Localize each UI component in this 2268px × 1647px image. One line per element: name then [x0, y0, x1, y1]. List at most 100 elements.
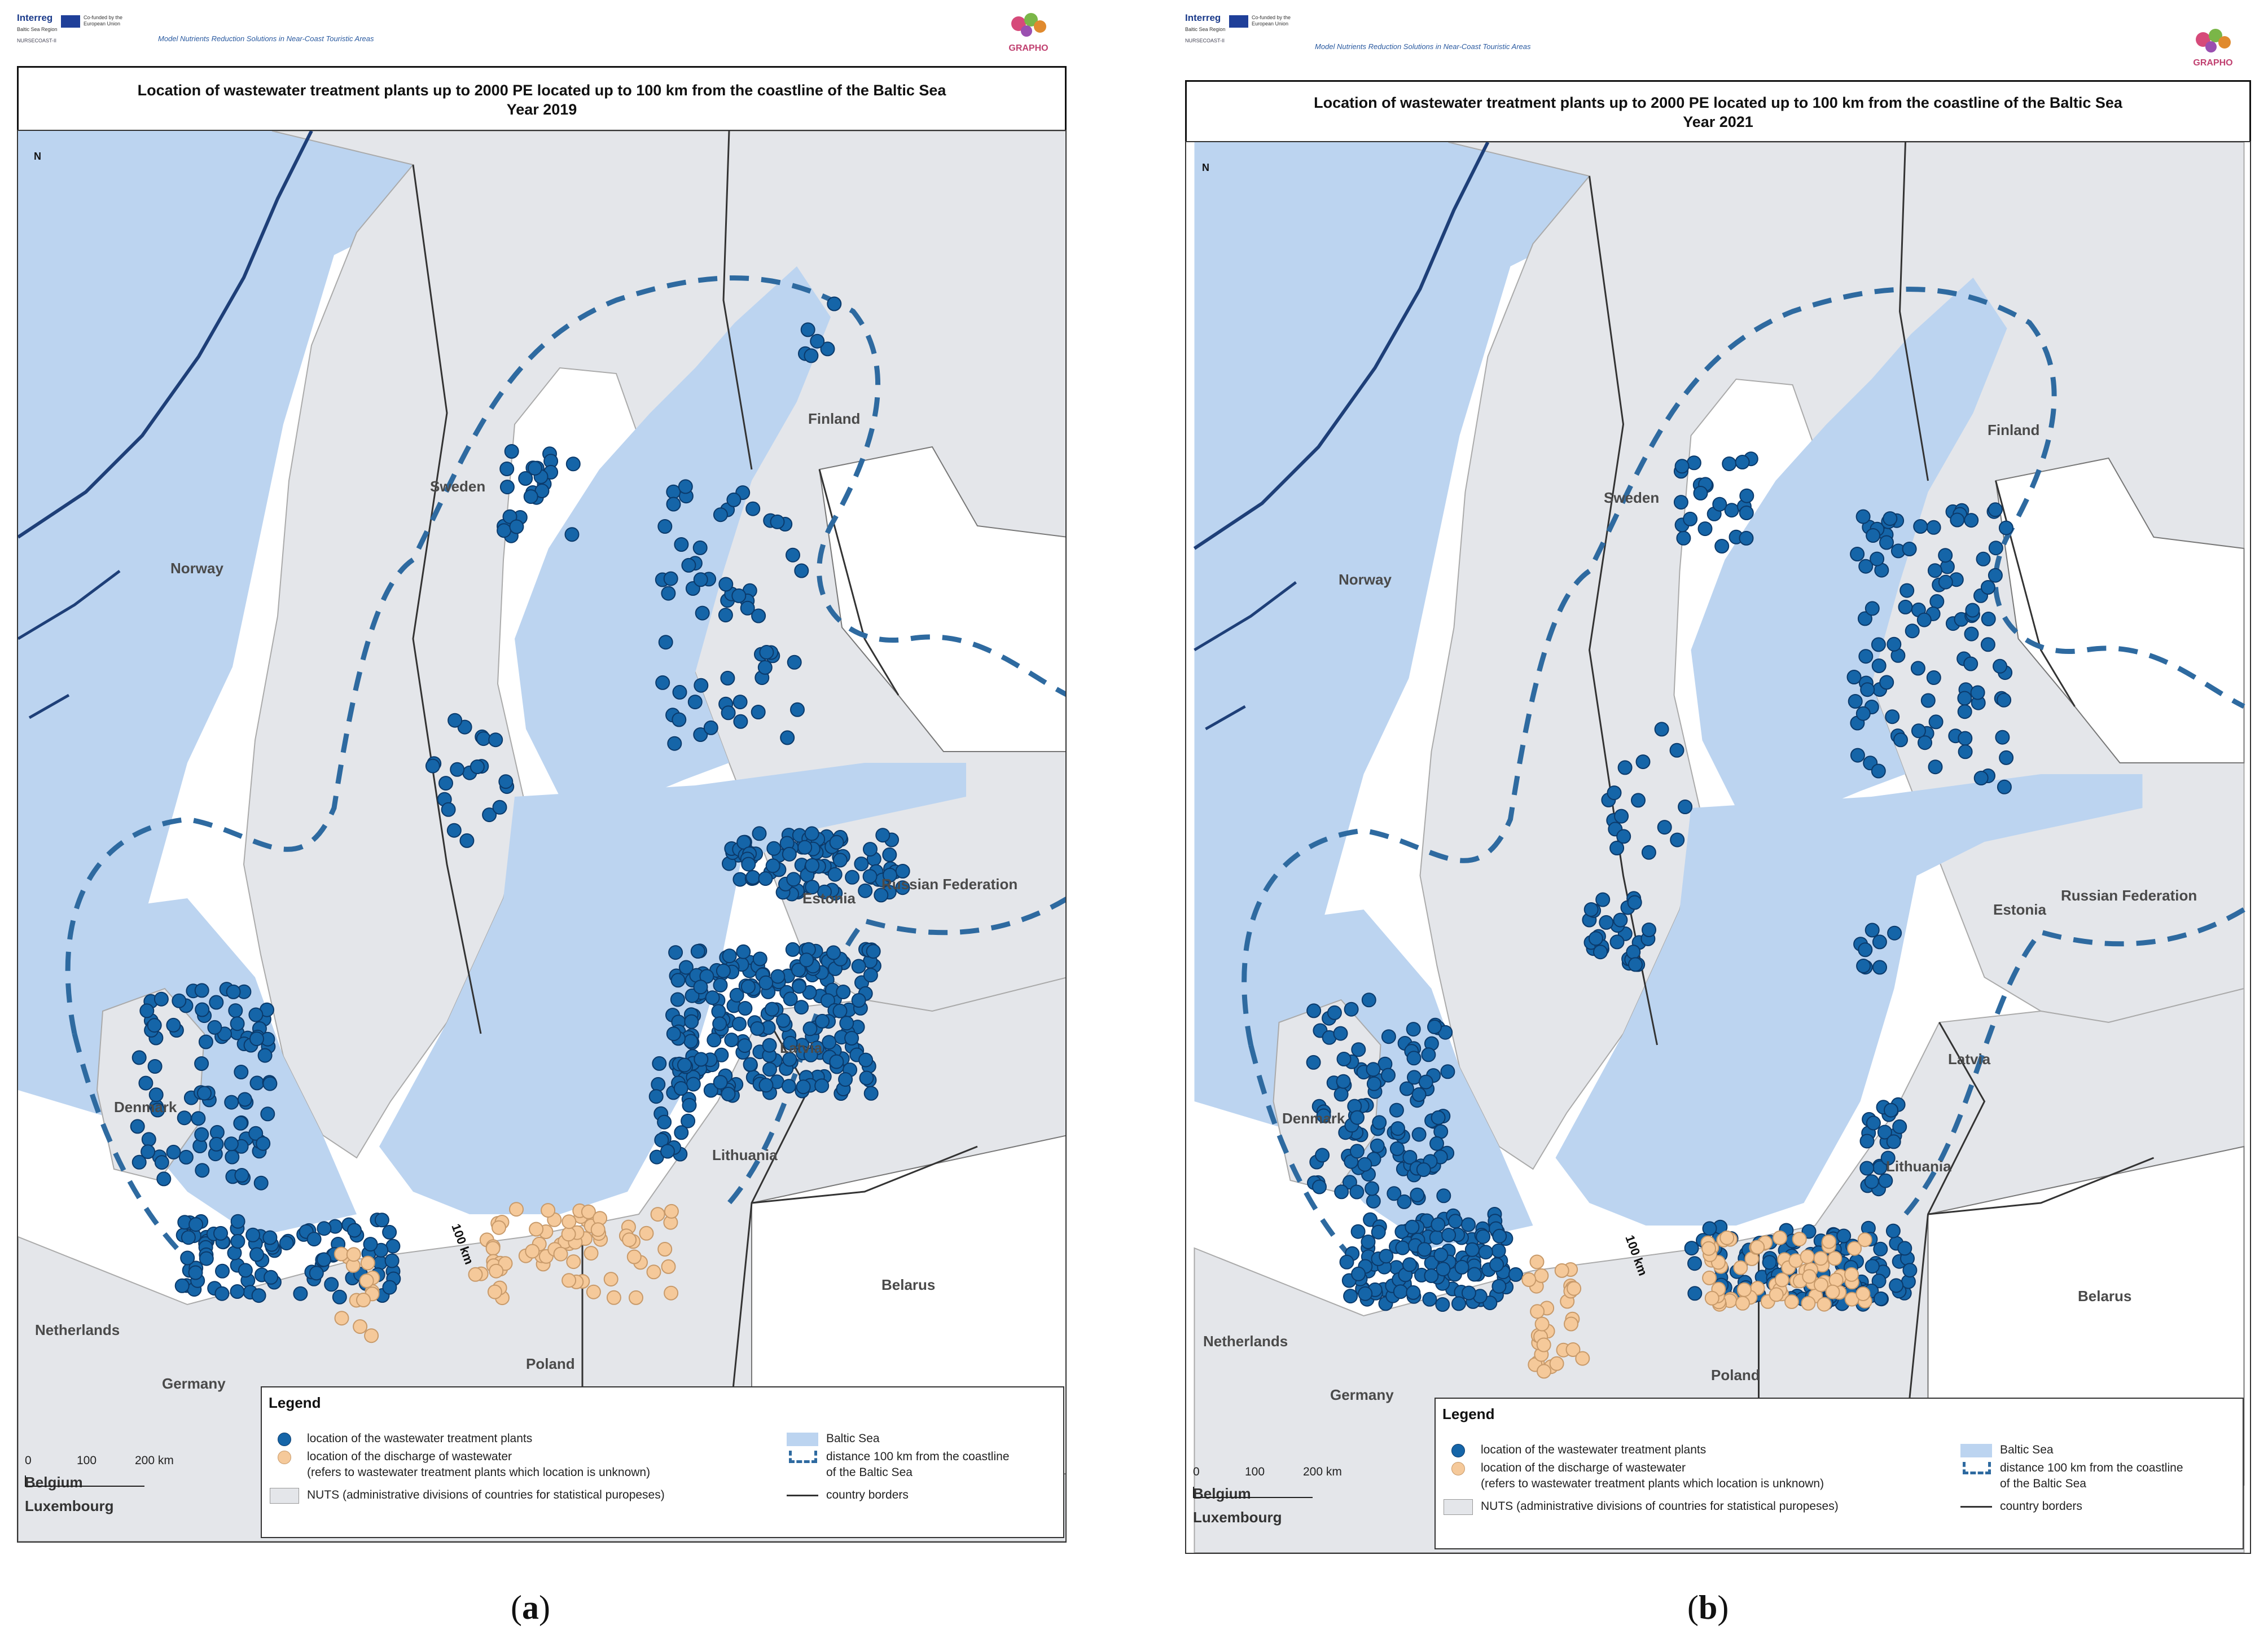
map-point [309, 1266, 324, 1281]
map-point [1410, 1187, 1425, 1202]
map-point [1865, 1259, 1880, 1274]
map-point [1926, 670, 1941, 685]
map-point [523, 489, 538, 504]
map-point [794, 1000, 809, 1015]
map-point [181, 1230, 196, 1245]
map-panel-b: Interreg Baltic Sea Region Co-funded by … [1168, 0, 2268, 1647]
map-point [858, 1052, 874, 1068]
map-frame: N Norway Sweden Finland Russian Federati… [1185, 141, 2251, 1554]
map-point [1739, 530, 1754, 546]
legend-discharge-note: (refers to wastewater treatment plants w… [1481, 1477, 1824, 1490]
map-point [1784, 1294, 1799, 1309]
map-point [226, 984, 241, 999]
map-point [724, 1033, 739, 1048]
map-point [1702, 1270, 1717, 1285]
label-netherlands: Netherlands [1203, 1333, 1288, 1350]
map-point [1872, 960, 1887, 975]
map-point [720, 670, 735, 686]
baltic-sea-area [18, 131, 447, 1011]
map-point [1736, 1282, 1752, 1297]
legend-sea-swatch [787, 1433, 818, 1446]
map-point [257, 1048, 273, 1063]
map-point [1429, 1136, 1444, 1151]
map-point [230, 1284, 245, 1299]
label-belgium: Belgium [25, 1474, 83, 1491]
map-point [356, 1293, 371, 1307]
label-latvia: Latvia [1948, 1051, 1991, 1068]
map-point [721, 1087, 736, 1101]
map-point [363, 1237, 378, 1252]
map-point [721, 705, 736, 721]
map-point [745, 501, 761, 516]
map-point [248, 1007, 264, 1022]
map-point [260, 1106, 275, 1122]
grapho-logo-icon [2196, 29, 2231, 52]
map-point [253, 1175, 269, 1191]
map-point [1886, 1134, 1901, 1149]
map-point [718, 608, 733, 623]
map-point [141, 1144, 156, 1160]
map-point [1905, 623, 1920, 639]
map-point [1599, 915, 1614, 930]
map-point [178, 1149, 194, 1165]
map-point [1870, 551, 1885, 566]
map-point [1892, 1119, 1907, 1134]
map-point [1963, 656, 1979, 671]
map-point [1893, 732, 1908, 748]
map-point [1735, 455, 1750, 469]
map-point [1365, 1181, 1380, 1196]
map-point [468, 1267, 483, 1282]
map-point [1995, 730, 2010, 745]
map-point [1836, 1228, 1852, 1244]
map-point [1491, 1243, 1506, 1258]
map-point [1999, 750, 2014, 765]
project-subtitle: Model Nutrients Reduction Solutions in N… [1315, 42, 1531, 51]
map-point [1844, 1267, 1859, 1282]
non-nuts-area-russia [818, 446, 1065, 752]
map-point [1492, 1228, 1507, 1244]
map-point [1866, 528, 1881, 543]
map-point [736, 944, 751, 959]
map-point [1405, 1219, 1420, 1235]
north-arrow-icon: N [34, 151, 41, 162]
map-point [832, 853, 848, 868]
map-point [504, 444, 519, 459]
map-point [1866, 1115, 1881, 1131]
legend-wwtp-swatch [1451, 1444, 1465, 1457]
map-point [814, 1078, 830, 1093]
map-point [712, 1016, 727, 1031]
map-point [1478, 1245, 1493, 1260]
map-point [1970, 685, 1985, 700]
map-point [741, 857, 756, 872]
map-point [214, 1286, 230, 1301]
map-point [1859, 1134, 1875, 1149]
wwtp-points-a [130, 296, 910, 1343]
scale-bar-line [25, 1475, 144, 1487]
map-point [1871, 763, 1886, 779]
map-point [488, 732, 503, 748]
map-point [711, 1004, 726, 1019]
label-luxembourg: Luxembourg [25, 1497, 114, 1514]
map-point [224, 1095, 239, 1110]
label-finland: Finland [1988, 421, 2040, 438]
map-point [1334, 1184, 1349, 1200]
map-point [230, 1214, 245, 1229]
map-point [802, 1021, 818, 1036]
map-point [674, 1125, 689, 1140]
map-point [790, 702, 805, 717]
map-point [1336, 1052, 1352, 1066]
map-point [705, 990, 720, 1005]
map-point [765, 1002, 779, 1017]
legend-border-label: country borders [826, 1488, 909, 1501]
map-point [750, 1021, 765, 1036]
map-point [1877, 1125, 1892, 1140]
map-point [172, 993, 187, 1008]
map-point [1902, 542, 1917, 556]
map-point [797, 840, 813, 855]
map-point [1850, 547, 1865, 561]
map-point [566, 1254, 581, 1270]
label-estonia: Estonia [1993, 901, 2046, 918]
map-point [1762, 1255, 1777, 1270]
map-point [482, 807, 497, 823]
map-point [1879, 675, 1894, 690]
